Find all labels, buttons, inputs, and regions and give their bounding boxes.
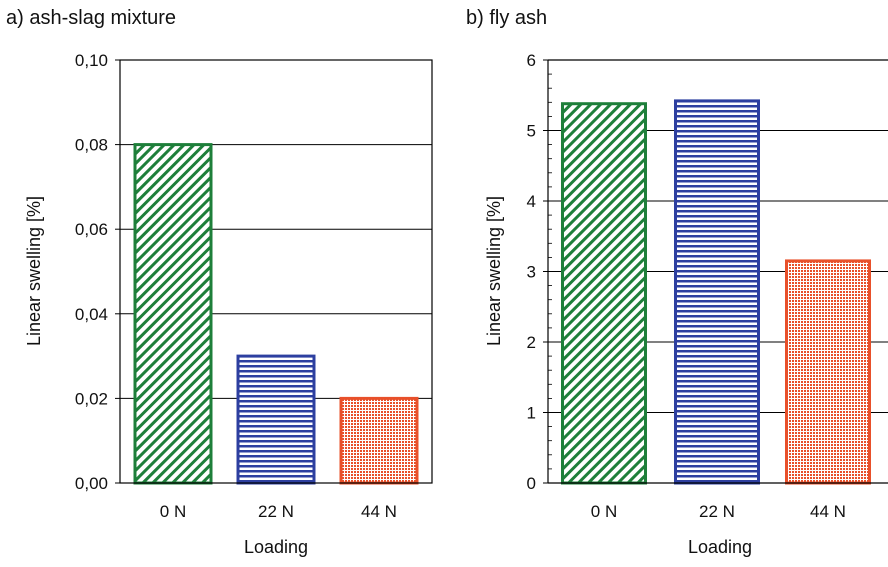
- panel-b-category-labels: 0 N 22 N 44 N: [591, 502, 846, 521]
- panel-a-y-tick-labels: 0,00 0,02 0,04 0,06 0,08 0,10: [75, 51, 120, 493]
- y-tick-label: 0,10: [75, 51, 108, 70]
- panel-b-title: b) fly ash: [466, 7, 547, 29]
- panel-b-bars: [561, 99, 871, 485]
- panel-a: a) ash-slag mixture 0,00 0,02 0,04 0,06 0,08…: [6, 7, 433, 557]
- y-tick-label: 0,00: [75, 474, 108, 493]
- y-tick-label: 0,08: [75, 136, 108, 155]
- panel-a-title: a) ash-slag mixture: [6, 7, 176, 29]
- panel-b: b) fly ash 0 1 2 3 4 5 6 0 N 22 N 44 N Linear sw…: [466, 7, 888, 557]
- panel-b-y-axis-label: Linear swelling [%]: [484, 196, 504, 346]
- y-tick-label: 0,02: [75, 389, 108, 408]
- y-tick-label: 6: [527, 51, 536, 70]
- panel-a-y-axis-label: Linear swelling [%]: [24, 196, 44, 346]
- bar-22n: [236, 354, 316, 485]
- panel-a-plot-frame: [119, 59, 433, 484]
- bar-44n: [785, 259, 871, 485]
- category-label: 0 N: [591, 502, 617, 521]
- category-label: 22 N: [258, 502, 294, 521]
- category-label: 22 N: [699, 502, 735, 521]
- y-tick-label: 1: [527, 404, 536, 423]
- y-tick-label: 0,04: [75, 305, 108, 324]
- panel-a-category-labels: 0 N 22 N 44 N: [160, 502, 397, 521]
- y-tick-label: 2: [527, 333, 536, 352]
- y-tick-label: 4: [527, 192, 536, 211]
- y-tick-label: 0: [527, 474, 536, 493]
- category-label: 0 N: [160, 502, 186, 521]
- panel-b-x-axis-label: Loading: [688, 537, 752, 557]
- y-tick-label: 3: [527, 263, 536, 282]
- bar-22n: [674, 99, 760, 485]
- bar-0n: [561, 102, 647, 485]
- bar-0n: [133, 143, 213, 485]
- panel-b-y-tick-labels: 0 1 2 3 4 5 6: [527, 51, 548, 493]
- category-label: 44 N: [361, 502, 397, 521]
- y-tick-label: 0,06: [75, 220, 108, 239]
- panel-a-x-axis-label: Loading: [244, 537, 308, 557]
- y-tick-label: 5: [527, 122, 536, 141]
- bar-44n: [339, 396, 419, 485]
- panel-b-minor-ticks: [548, 73, 552, 470]
- category-label: 44 N: [810, 502, 846, 521]
